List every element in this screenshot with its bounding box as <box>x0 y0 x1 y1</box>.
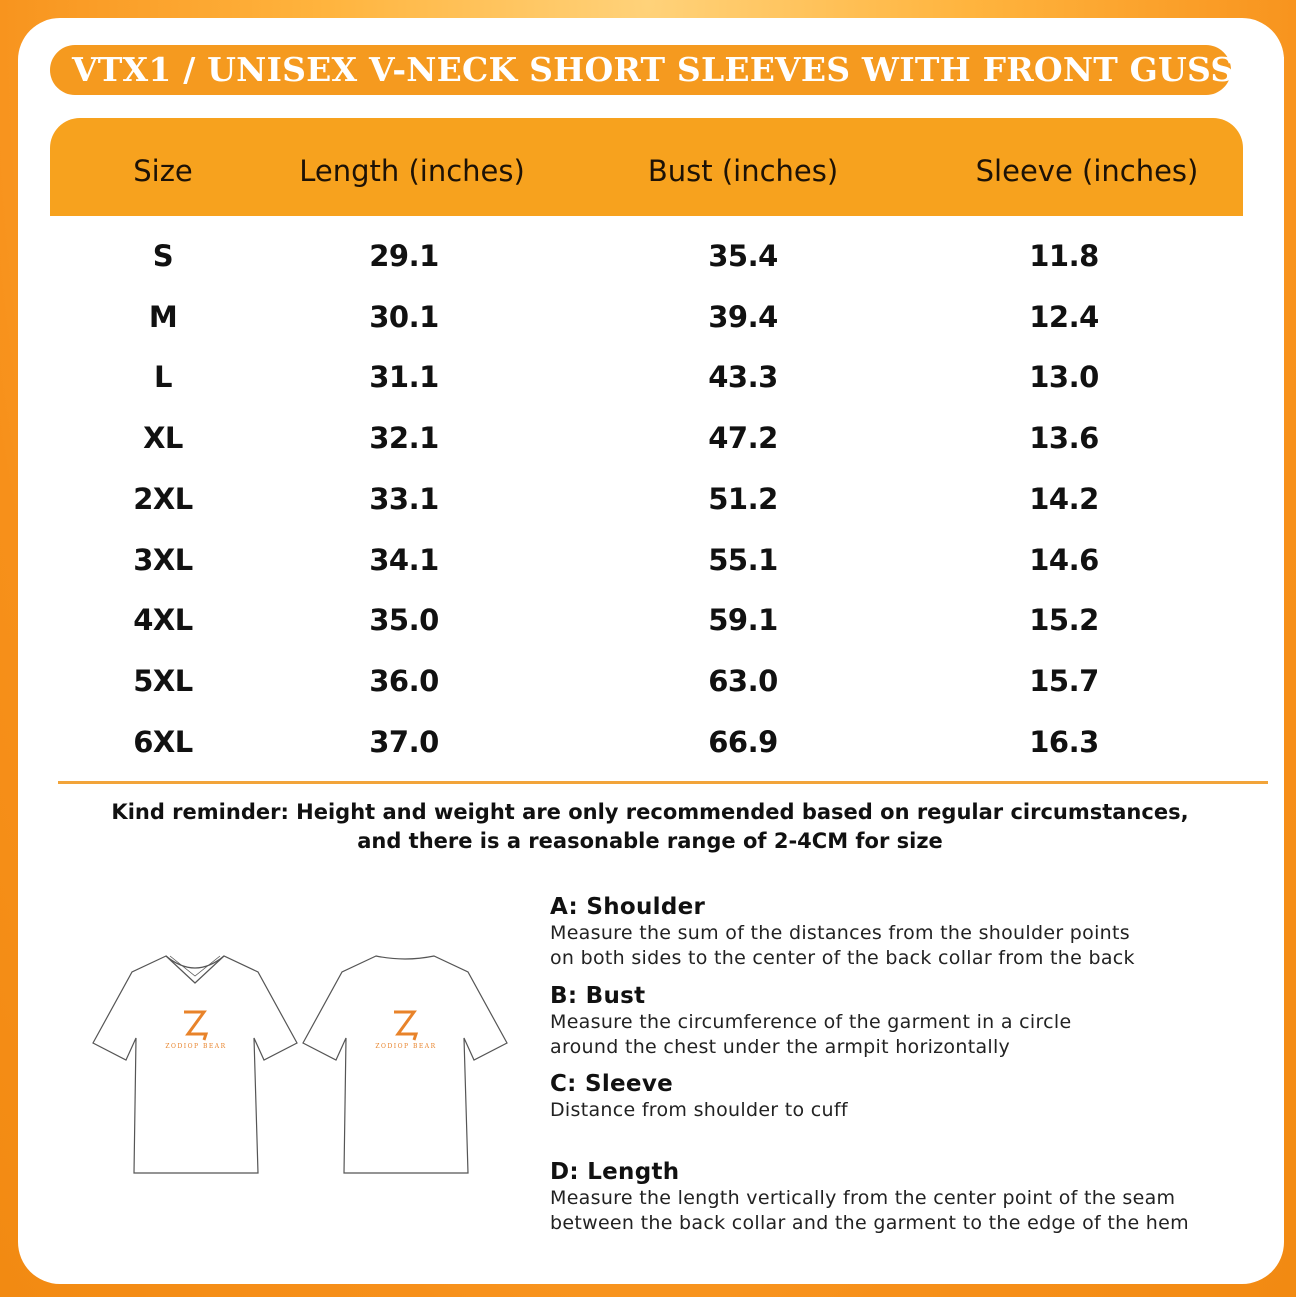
cell-length: 31.1 <box>369 360 439 395</box>
cell-size: 4XL <box>133 603 193 638</box>
table-row: 6XL 37.0 66.9 16.3 <box>50 712 1243 772</box>
measurement-description: Distance from shoulder to cuff <box>550 1099 848 1121</box>
table-row: 5XL 36.0 63.0 15.7 <box>50 651 1243 711</box>
cell-bust: 63.0 <box>708 663 778 698</box>
measurement-a: A: Shoulder Measure the sum of the distan… <box>550 893 1135 971</box>
measurement-description: on both sides to the center of the back … <box>550 947 1135 969</box>
cell-sleeve: 14.2 <box>1029 481 1099 516</box>
cell-sleeve: 15.7 <box>1029 663 1099 698</box>
tshirt-back <box>302 955 508 1174</box>
cell-size: S <box>152 239 174 273</box>
logo-text-front: ZODIOP BEAR <box>165 1043 226 1050</box>
cell-bust: 55.1 <box>708 542 778 577</box>
measurement-d: D: Length Measure the length vertically f… <box>550 1158 1189 1236</box>
header-size: Size <box>133 154 193 188</box>
reminder-line-1: Kind reminder: Height and weight are onl… <box>111 800 1189 824</box>
tshirt-front <box>92 955 298 1174</box>
table-row: 3XL 34.1 55.1 14.6 <box>50 530 1243 590</box>
cell-size: 2XL <box>133 481 193 516</box>
table-row: 2XL 33.1 51.2 14.2 <box>50 469 1243 529</box>
logo-text-back: ZODIOP BEAR <box>375 1043 436 1050</box>
cell-sleeve: 13.6 <box>1029 421 1099 456</box>
header-length: Length (inches) <box>299 154 525 188</box>
cell-length: 34.1 <box>369 542 439 577</box>
brand-logo-icon <box>184 1010 419 1041</box>
measurement-description: Measure the length vertically from the c… <box>550 1187 1176 1209</box>
cell-bust: 66.9 <box>708 724 778 759</box>
table-row: S 29.1 35.4 11.8 <box>50 226 1243 286</box>
table-row: L 31.1 43.3 13.0 <box>50 347 1243 407</box>
cell-size: XL <box>143 421 183 456</box>
cell-bust: 39.4 <box>708 299 778 334</box>
measurement-title: A: Shoulder <box>550 894 706 920</box>
cell-length: 35.0 <box>369 603 439 638</box>
cell-bust: 35.4 <box>708 239 778 273</box>
header-bust: Bust (inches) <box>647 154 839 188</box>
cell-length: 29.1 <box>369 239 439 273</box>
page-title: VTX1 / UNISEX V-NECK SHORT SLEEVES WITH … <box>50 45 1284 95</box>
header-sleeve: Sleeve (inches) <box>975 154 1199 188</box>
measurement-description: Measure the circumference of the garment… <box>550 1011 1072 1033</box>
measurement-description: around the chest under the armpit horizo… <box>550 1036 1011 1058</box>
kind-reminder: Kind reminder: Height and weight are onl… <box>60 798 1240 856</box>
cell-bust: 51.2 <box>708 481 778 516</box>
table-header: Size Length (inches) Bust (inches) Sleev… <box>50 118 1243 216</box>
cell-length: 37.0 <box>369 724 439 759</box>
cell-size: 6XL <box>133 724 193 759</box>
cell-sleeve: 16.3 <box>1029 724 1099 759</box>
cell-sleeve: 14.6 <box>1029 542 1099 577</box>
measurement-title: C: Sleeve <box>550 1071 674 1097</box>
cell-size: 3XL <box>133 542 193 577</box>
table-row: M 30.1 39.4 12.4 <box>50 287 1243 347</box>
table-row: XL 32.1 47.2 13.6 <box>50 408 1243 468</box>
cell-length: 32.1 <box>369 421 439 456</box>
divider <box>58 781 1268 784</box>
cell-sleeve: 13.0 <box>1029 360 1099 395</box>
measurement-c: C: Sleeve Distance from shoulder to cuff <box>550 1070 848 1123</box>
cell-size: L <box>154 360 172 395</box>
cell-sleeve: 12.4 <box>1029 299 1099 334</box>
cell-bust: 59.1 <box>708 603 778 638</box>
cell-size: M <box>148 299 178 334</box>
cell-sleeve: 11.8 <box>1029 239 1099 273</box>
measurement-title: D: Length <box>550 1159 680 1185</box>
measurement-title: B: Bust <box>550 983 646 1009</box>
cell-bust: 43.3 <box>708 360 778 395</box>
measurement-b: B: Bust Measure the circumference of the … <box>550 982 1071 1060</box>
cell-bust: 47.2 <box>708 421 778 456</box>
cell-length: 36.0 <box>369 663 439 698</box>
reminder-line-2: and there is a reasonable range of 2-4CM… <box>357 829 943 853</box>
tshirt-illustration: ZODIOP BEAR ZODIOP BEAR <box>92 955 508 1174</box>
measurement-description: Measure the sum of the distances from th… <box>550 922 1130 944</box>
cell-length: 33.1 <box>369 481 439 516</box>
measurement-description: between the back collar and the garment … <box>550 1212 1189 1234</box>
cell-sleeve: 15.2 <box>1029 603 1099 638</box>
cell-size: 5XL <box>133 663 193 698</box>
table-row: 4XL 35.0 59.1 15.2 <box>50 590 1243 650</box>
cell-length: 30.1 <box>369 299 439 334</box>
